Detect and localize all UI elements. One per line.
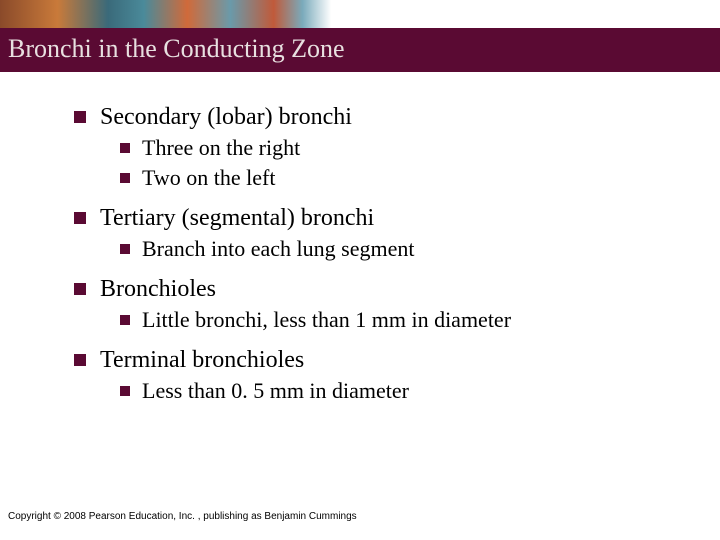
bullet-icon [74, 354, 86, 366]
decorative-banner [0, 0, 720, 28]
sublist: Branch into each lung segment [74, 236, 680, 262]
list-item-text: Less than 0. 5 mm in diameter [142, 378, 409, 404]
list-item-text: Three on the right [142, 135, 300, 161]
bullet-icon [74, 283, 86, 295]
list-item-text: Secondary (lobar) bronchi [100, 104, 352, 131]
list-item-text: Little bronchi, less than 1 mm in diamet… [142, 307, 511, 333]
list-item-text: Tertiary (segmental) bronchi [100, 205, 374, 232]
bullet-icon [120, 386, 130, 396]
sublist: Less than 0. 5 mm in diameter [74, 378, 680, 404]
bullet-icon [74, 111, 86, 123]
copyright-text: Copyright © 2008 Pearson Education, Inc.… [8, 511, 357, 522]
bullet-icon [120, 173, 130, 183]
list-item-text: Terminal bronchioles [100, 347, 304, 374]
list-item-text: Two on the left [142, 165, 275, 191]
list-item: Terminal bronchioles [74, 347, 680, 374]
list-item: Two on the left [120, 165, 680, 191]
list-item-text: Branch into each lung segment [142, 236, 414, 262]
list-item: Little bronchi, less than 1 mm in diamet… [120, 307, 680, 333]
bullet-icon [120, 143, 130, 153]
bullet-icon [120, 244, 130, 254]
list-item-text: Bronchioles [100, 276, 216, 303]
list-item: Branch into each lung segment [120, 236, 680, 262]
sublist: Three on the right Two on the left [74, 135, 680, 191]
bullet-icon [120, 315, 130, 325]
title-bar: Bronchi in the Conducting Zone [0, 28, 720, 72]
bullet-icon [74, 212, 86, 224]
slide-title: Bronchi in the Conducting Zone [8, 34, 712, 64]
list-item: Three on the right [120, 135, 680, 161]
slide-content: Secondary (lobar) bronchi Three on the r… [0, 72, 720, 404]
sublist: Little bronchi, less than 1 mm in diamet… [74, 307, 680, 333]
list-item: Bronchioles [74, 276, 680, 303]
list-item: Tertiary (segmental) bronchi [74, 205, 680, 232]
list-item: Less than 0. 5 mm in diameter [120, 378, 680, 404]
list-item: Secondary (lobar) bronchi [74, 104, 680, 131]
